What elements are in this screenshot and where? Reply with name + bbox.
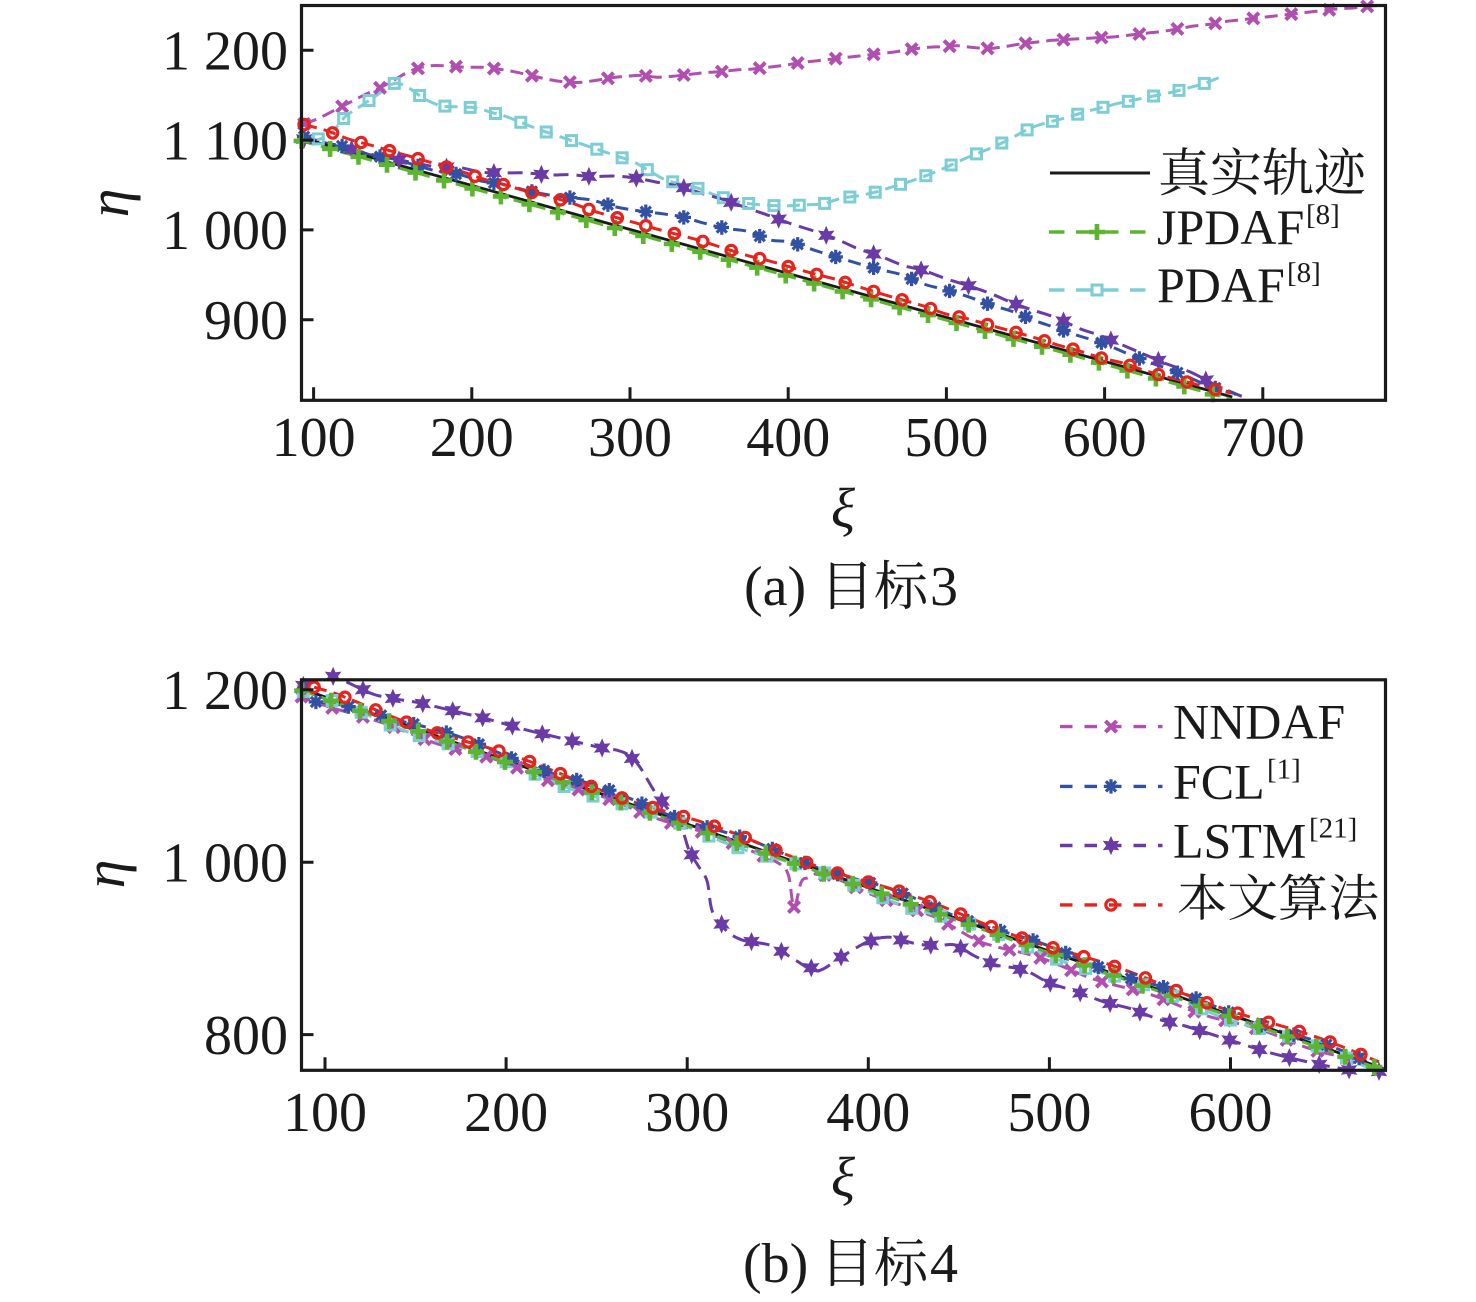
svg-text:[8]: [8] <box>1287 257 1321 289</box>
svg-text:1 200: 1 200 <box>162 21 288 83</box>
svg-text:[1]: [1] <box>1267 753 1301 785</box>
svg-text:200: 200 <box>430 407 514 469</box>
svg-text:η: η <box>76 189 141 218</box>
svg-text:200: 200 <box>464 1082 548 1144</box>
svg-text:600: 600 <box>1189 1082 1273 1144</box>
svg-text:1 000: 1 000 <box>162 833 288 895</box>
svg-text:900: 900 <box>204 290 288 352</box>
svg-text:1 000: 1 000 <box>162 200 288 262</box>
svg-text:[21]: [21] <box>1309 813 1357 845</box>
svg-text:JPDAF: JPDAF <box>1157 199 1304 255</box>
svg-text:1 200: 1 200 <box>162 660 288 722</box>
svg-text:η: η <box>72 860 137 889</box>
svg-text:100: 100 <box>283 1082 367 1144</box>
svg-text:PDAF: PDAF <box>1157 257 1285 313</box>
svg-text:4: 4 <box>930 1233 958 1295</box>
svg-text:600: 600 <box>1063 407 1147 469</box>
svg-text:(a): (a) <box>744 556 806 618</box>
svg-text:700: 700 <box>1221 407 1305 469</box>
svg-text:400: 400 <box>826 1082 910 1144</box>
svg-text:FCL: FCL <box>1173 753 1265 809</box>
svg-text:(b): (b) <box>743 1233 808 1295</box>
svg-text:LSTM: LSTM <box>1173 813 1306 869</box>
svg-text:ξ: ξ <box>831 478 855 540</box>
svg-text:800: 800 <box>204 1005 288 1067</box>
svg-text:NNDAF: NNDAF <box>1173 694 1345 750</box>
svg-text:3: 3 <box>930 556 958 618</box>
svg-text:500: 500 <box>1007 1082 1091 1144</box>
svg-text:300: 300 <box>645 1082 729 1144</box>
svg-text:ξ: ξ <box>831 1147 855 1209</box>
svg-text:500: 500 <box>904 407 988 469</box>
svg-text:[8]: [8] <box>1306 199 1340 231</box>
svg-text:1 100: 1 100 <box>162 110 288 172</box>
svg-text:300: 300 <box>588 407 672 469</box>
svg-text:100: 100 <box>272 407 356 469</box>
svg-text:400: 400 <box>746 407 830 469</box>
